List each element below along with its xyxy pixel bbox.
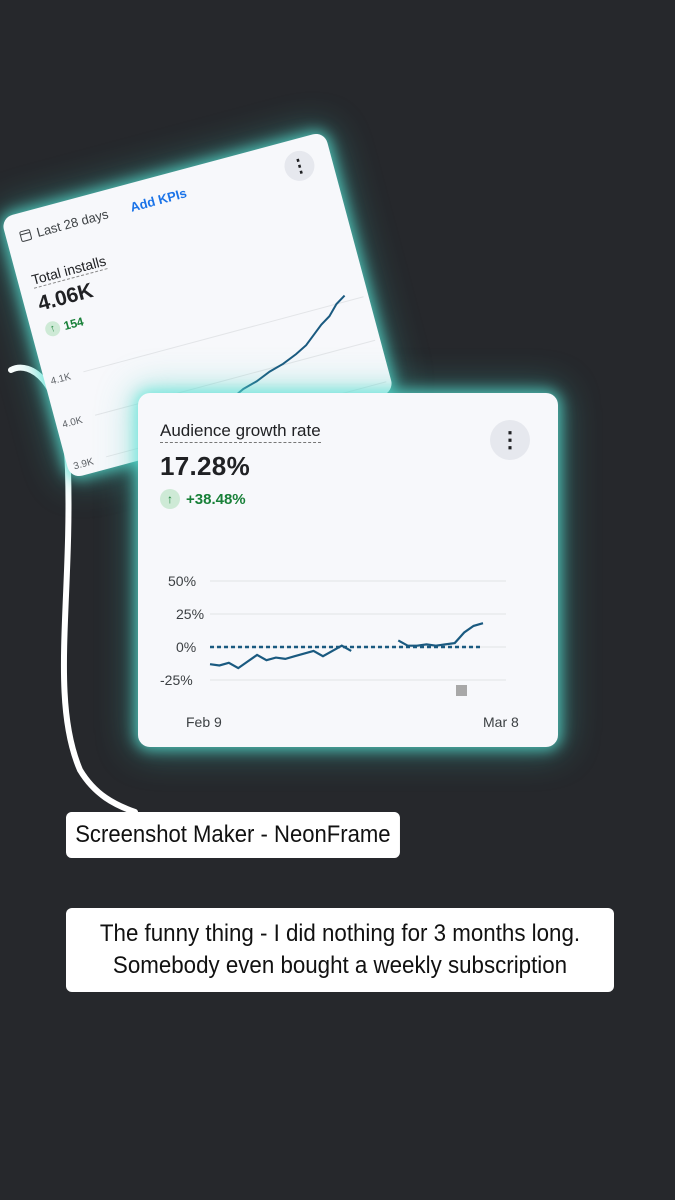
delta-value: 154: [62, 313, 85, 333]
caption-line-1: The funny thing - I did nothing for 3 mo…: [99, 920, 581, 947]
series-line: [397, 622, 484, 647]
date-range-selector[interactable]: Last 28 days: [18, 206, 110, 244]
arrow-up-icon: ↑: [43, 319, 62, 338]
audience-growth-card: Audience growth rate ⋮ 17.28% ↑ +38.48% …: [138, 393, 558, 747]
y-tick: 4.1K: [50, 371, 73, 387]
annotation-marker[interactable]: [456, 685, 467, 696]
y-tick-label: 25%: [176, 606, 204, 622]
y-tick-label: -25%: [160, 672, 193, 688]
add-kpis-link[interactable]: Add KPIs: [128, 185, 189, 215]
x-tick-label: Feb 9: [186, 714, 222, 730]
x-tick-label: Mar 8: [483, 714, 519, 730]
audience-growth-chart: 50% 25% 0% -25% Feb 9 Mar 8: [160, 573, 519, 730]
y-tick-label: 0%: [176, 639, 196, 655]
story-caption: The funny thing - I did nothing for 3 mo…: [66, 908, 614, 992]
date-range-label: Last 28 days: [34, 206, 110, 240]
arrow-up-icon: ↑: [160, 489, 180, 509]
metric-delta: ↑ +38.48%: [160, 489, 246, 509]
metric-label: Audience growth rate: [160, 421, 321, 443]
app-name-caption: Screenshot Maker - NeonFrame: [66, 812, 400, 858]
metric-delta: ↑ 154: [43, 313, 86, 338]
metric-value: 17.28%: [160, 451, 250, 481]
y-tick-label: 50%: [168, 573, 196, 589]
more-options-icon[interactable]: ⋮: [281, 147, 318, 185]
delta-value: +38.48%: [186, 490, 246, 508]
caption-line-2: Somebody even bought a weekly subscripti…: [112, 952, 568, 979]
y-tick: 4.0K: [61, 415, 84, 431]
more-options-icon[interactable]: ⋮: [490, 420, 530, 460]
series-line: [209, 644, 352, 670]
metric-label: Total installs: [29, 252, 108, 289]
y-tick: 3.9K: [72, 456, 95, 472]
calendar-icon: [18, 228, 33, 243]
